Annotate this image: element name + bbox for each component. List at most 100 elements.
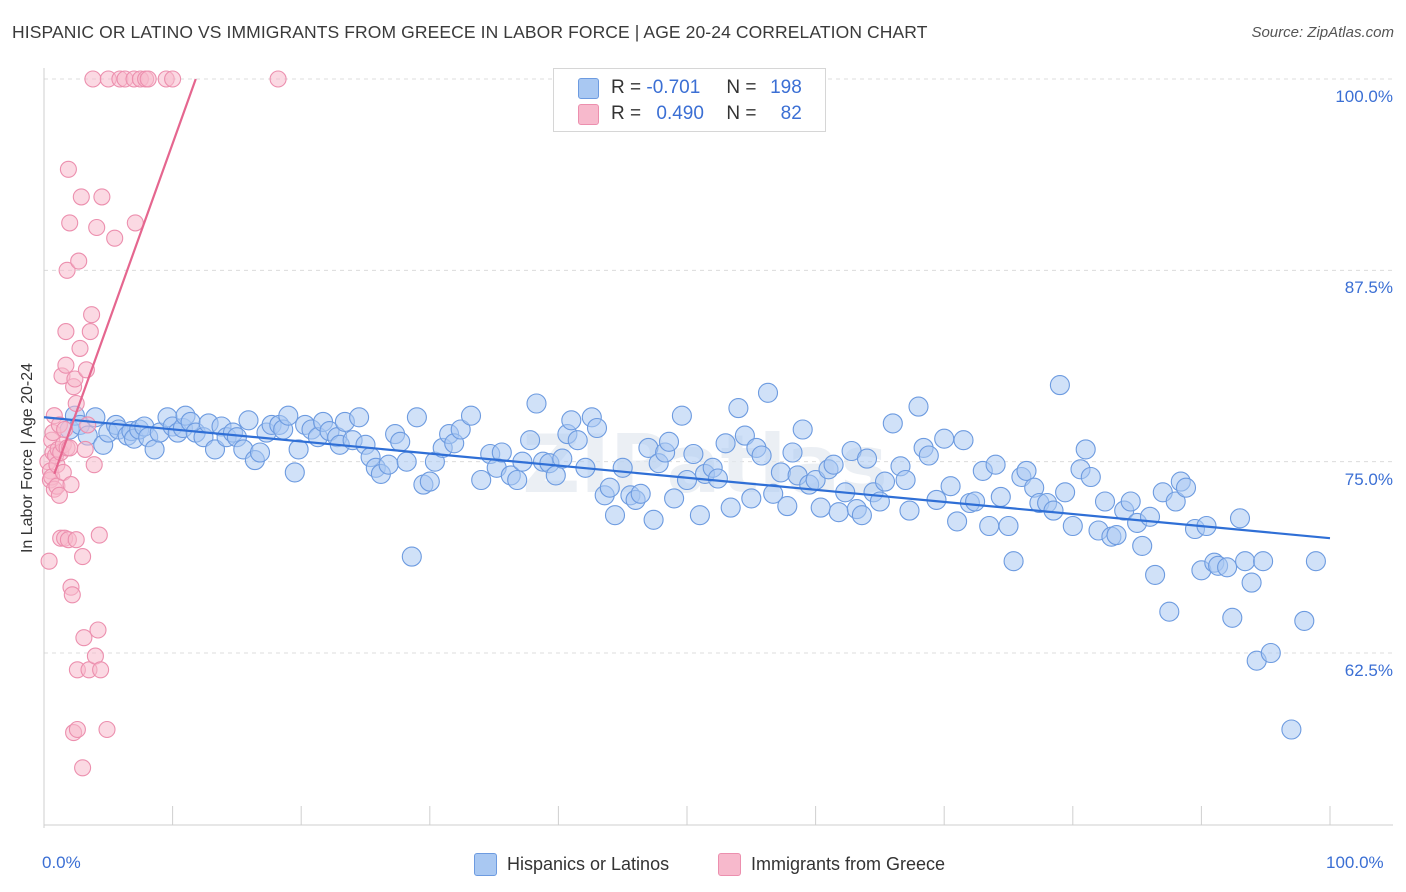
stats-legend: R = -0.701 N = 198 R = 0.490 N = 82	[553, 68, 826, 132]
data-point	[940, 476, 961, 497]
data-point	[1075, 439, 1096, 460]
data-point	[390, 431, 411, 452]
data-point	[683, 443, 704, 465]
data-point	[106, 229, 124, 247]
data-point	[643, 509, 664, 530]
data-point	[1165, 491, 1186, 512]
data-point	[68, 720, 86, 739]
data-point	[953, 430, 974, 451]
data-point	[770, 462, 791, 483]
data-point	[50, 486, 68, 504]
data-point	[552, 448, 573, 469]
data-point	[757, 382, 779, 403]
data-point	[204, 439, 226, 460]
data-point	[75, 629, 93, 647]
data-point	[777, 496, 798, 517]
data-point	[707, 468, 728, 489]
data-point	[40, 552, 58, 570]
legend-row-pink: R = 0.490 N = 82	[578, 102, 802, 126]
data-point	[630, 483, 651, 504]
data-point	[599, 477, 620, 498]
data-point	[66, 370, 84, 388]
data-point	[507, 469, 528, 491]
data-point	[74, 759, 92, 777]
data-point	[58, 261, 76, 279]
bottom-legend-swatch-blue	[474, 852, 497, 876]
data-point	[1281, 719, 1302, 740]
data-point	[89, 621, 107, 639]
y-tick-label: 62.5%	[1344, 661, 1393, 680]
data-point	[985, 454, 1006, 475]
bottom-legend-pink: Immigrants from Greece	[718, 852, 945, 876]
data-point	[1260, 642, 1281, 664]
legend-r-blue: -0.701	[646, 77, 701, 98]
data-point	[882, 413, 903, 434]
data-point	[1049, 375, 1070, 396]
data-point	[491, 442, 512, 463]
data-point	[763, 483, 784, 504]
data-point	[1139, 506, 1161, 527]
bottom-legend-label-blue: Hispanics or Latinos	[507, 853, 670, 874]
chart-title: HISPANIC OR LATINO VS IMMIGRANTS FROM GR…	[12, 22, 928, 42]
data-point	[92, 661, 110, 679]
data-point	[998, 515, 1019, 537]
data-point	[90, 526, 108, 544]
axes	[43, 68, 1393, 828]
data-point	[965, 491, 986, 512]
data-point	[1106, 525, 1127, 546]
data-point	[676, 469, 698, 491]
series-hispanics-points	[59, 375, 1326, 740]
data-point	[349, 407, 370, 428]
data-point	[1055, 482, 1076, 503]
data-point	[288, 439, 309, 460]
data-point	[908, 396, 929, 417]
data-point	[419, 471, 440, 492]
data-point	[918, 445, 939, 466]
legend-r-pink: 0.490	[656, 103, 704, 124]
data-point	[810, 497, 831, 518]
x-max-label: 100.0%	[1326, 853, 1384, 872]
data-point	[164, 70, 182, 88]
data-point	[526, 393, 547, 414]
data-point	[1120, 491, 1141, 512]
data-point	[828, 502, 849, 523]
data-point	[1235, 551, 1256, 572]
data-point	[1094, 491, 1116, 512]
data-point	[715, 433, 736, 454]
data-point	[782, 442, 803, 463]
data-point	[238, 410, 259, 431]
legend-n-pink: 82	[780, 103, 802, 124]
data-point	[278, 405, 299, 426]
data-point	[1229, 508, 1251, 529]
data-point	[59, 160, 77, 178]
data-point	[851, 505, 872, 526]
data-point	[741, 488, 762, 509]
data-point	[823, 454, 844, 475]
legend-n-label: N =	[726, 103, 757, 124]
data-point	[720, 497, 741, 518]
data-point	[979, 515, 1000, 537]
data-point	[586, 417, 608, 439]
trend-lines	[43, 78, 1331, 540]
data-point	[84, 70, 102, 88]
bottom-legend-blue: Hispanics or Latinos	[474, 852, 669, 876]
data-point	[990, 486, 1011, 507]
data-point	[79, 416, 97, 434]
legend-row-blue: R = -0.701 N = 198	[578, 76, 802, 100]
legend-n-blue: 198	[770, 77, 802, 98]
data-point	[70, 252, 88, 270]
legend-n-label: N =	[726, 77, 757, 98]
data-point	[751, 445, 772, 466]
data-point	[899, 500, 920, 521]
data-point	[63, 586, 81, 604]
data-point	[612, 457, 633, 478]
data-point	[947, 511, 968, 532]
trend-line-blue	[43, 416, 1331, 540]
data-point	[664, 488, 685, 509]
data-point	[81, 323, 99, 341]
bottom-legend-label-pink: Immigrants from Greece	[751, 853, 946, 874]
data-point	[269, 70, 287, 88]
data-point	[396, 451, 417, 472]
data-point	[71, 339, 89, 357]
